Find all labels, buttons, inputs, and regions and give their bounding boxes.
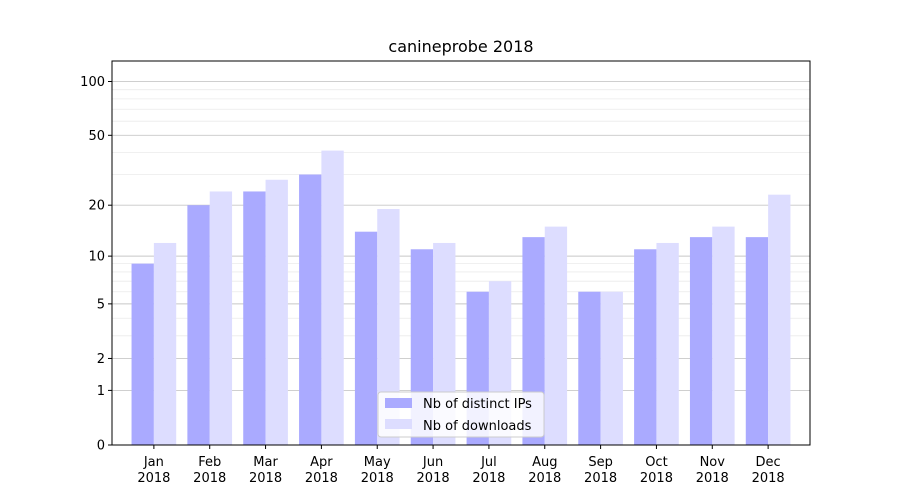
- x-tick-label-year: 2018: [193, 471, 226, 486]
- y-tick-label: 10: [88, 250, 105, 265]
- x-axis: Jan2018Feb2018Mar2018Apr2018May2018Jun20…: [137, 445, 785, 486]
- x-tick-label-year: 2018: [584, 471, 617, 486]
- bar-distinct-ips-nov: [689, 237, 713, 445]
- bar-distinct-ips-apr: [299, 174, 322, 445]
- y-tick-label: 50: [88, 129, 105, 144]
- x-tick-label-year: 2018: [472, 471, 505, 486]
- x-tick-label-month: Jan: [143, 455, 164, 470]
- y-tick-label: 1: [97, 384, 105, 399]
- legend-label-distinct-ips: Nb of distinct IPs: [423, 397, 532, 412]
- x-tick-label-month: Aug: [532, 455, 557, 470]
- chart-title: canineprobe 2018: [388, 37, 533, 56]
- y-tick-label: 20: [88, 199, 105, 214]
- bar-distinct-ips-sep: [578, 291, 601, 445]
- y-tick-label: 5: [97, 297, 105, 312]
- x-tick-label-year: 2018: [528, 471, 561, 486]
- legend-swatch-downloads: [385, 419, 412, 429]
- bar-downloads-oct: [656, 242, 679, 445]
- bar-distinct-ips-mar: [243, 191, 266, 445]
- x-tick-label-year: 2018: [417, 471, 450, 486]
- x-tick-label-month: Mar: [253, 455, 278, 470]
- y-tick-label: 100: [80, 75, 105, 90]
- x-tick-label-year: 2018: [696, 471, 729, 486]
- x-tick-label-year: 2018: [640, 471, 673, 486]
- x-tick-label-month: Jul: [480, 455, 497, 470]
- x-tick-label-year: 2018: [752, 471, 785, 486]
- bar-downloads-sep: [600, 291, 623, 445]
- bar-downloads-aug: [544, 226, 568, 445]
- bar-downloads-jan: [153, 242, 177, 445]
- x-tick-label-month: Feb: [198, 455, 221, 470]
- bar-distinct-ips-feb: [187, 205, 210, 445]
- x-tick-label-month: Dec: [756, 455, 781, 470]
- bar-distinct-ips-dec: [745, 237, 769, 445]
- bar-distinct-ips-may: [354, 231, 378, 445]
- x-tick-label-month: Oct: [645, 455, 667, 470]
- x-tick-label-month: Apr: [310, 455, 333, 470]
- bar-downloads-apr: [321, 150, 344, 445]
- x-tick-label-year: 2018: [137, 471, 170, 486]
- y-tick-label: 2: [97, 352, 105, 367]
- bar-downloads-nov: [712, 226, 735, 445]
- bar-downloads-feb: [209, 191, 233, 445]
- x-tick-label-month: Jun: [422, 455, 443, 470]
- bar-downloads-may: [377, 209, 400, 445]
- x-tick-label-year: 2018: [305, 471, 338, 486]
- bar-distinct-ips-jan: [131, 263, 154, 445]
- x-tick-label-month: Nov: [700, 455, 726, 470]
- bar-downloads-mar: [265, 179, 288, 446]
- x-tick-label-month: May: [364, 455, 391, 470]
- bar-downloads-dec: [768, 194, 791, 445]
- legend: Nb of distinct IPs Nb of downloads: [377, 391, 545, 438]
- x-tick-label-year: 2018: [361, 471, 394, 486]
- plot-area-frame: [111, 60, 811, 446]
- legend-label-downloads: Nb of downloads: [423, 419, 532, 434]
- y-axis: 0 1 2 5 10 20 50 100: [80, 75, 112, 454]
- legend-box: [377, 391, 545, 438]
- bar-distinct-ips-oct: [634, 249, 657, 445]
- y-tick-label: 0: [97, 439, 105, 454]
- x-tick-label-year: 2018: [249, 471, 282, 486]
- x-tick-label-month: Sep: [588, 455, 613, 470]
- legend-swatch-distinct-ips: [385, 398, 412, 408]
